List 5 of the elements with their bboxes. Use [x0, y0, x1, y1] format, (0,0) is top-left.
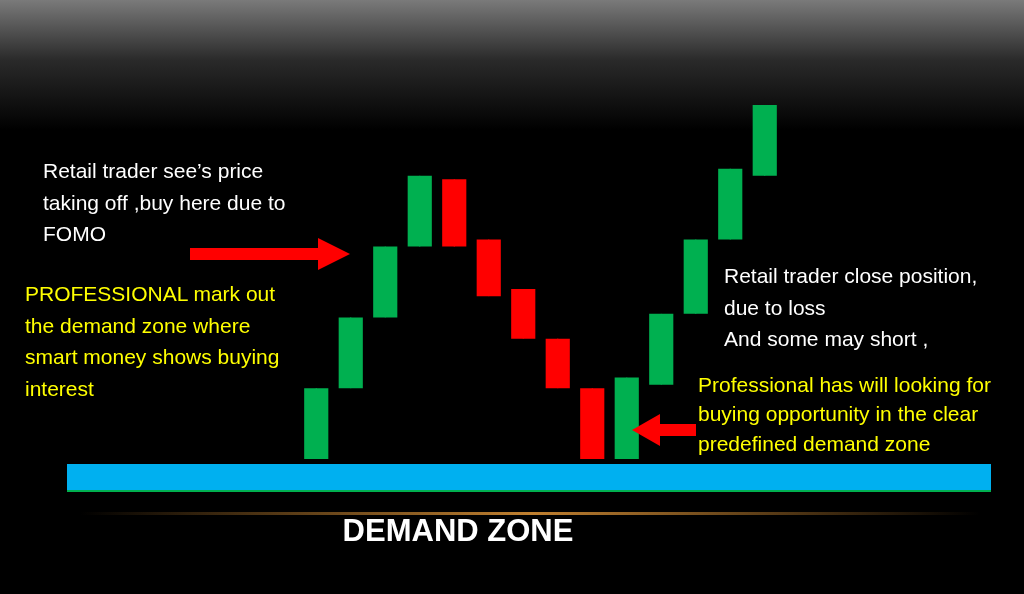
text: PROFESSIONAL mark out the demand zone where smart money shows buying interest	[25, 281, 281, 402]
text: Retail trader see’s price taking off ,buy here due to FOMO	[43, 158, 287, 247]
text: DEMAND ZONE	[341, 512, 575, 550]
annotation: Retail trader close position, due to loss And some may short ,	[724, 263, 979, 352]
annotation: Professional has will looking for buying opportunity in the clear predefined demand zone	[698, 372, 992, 457]
